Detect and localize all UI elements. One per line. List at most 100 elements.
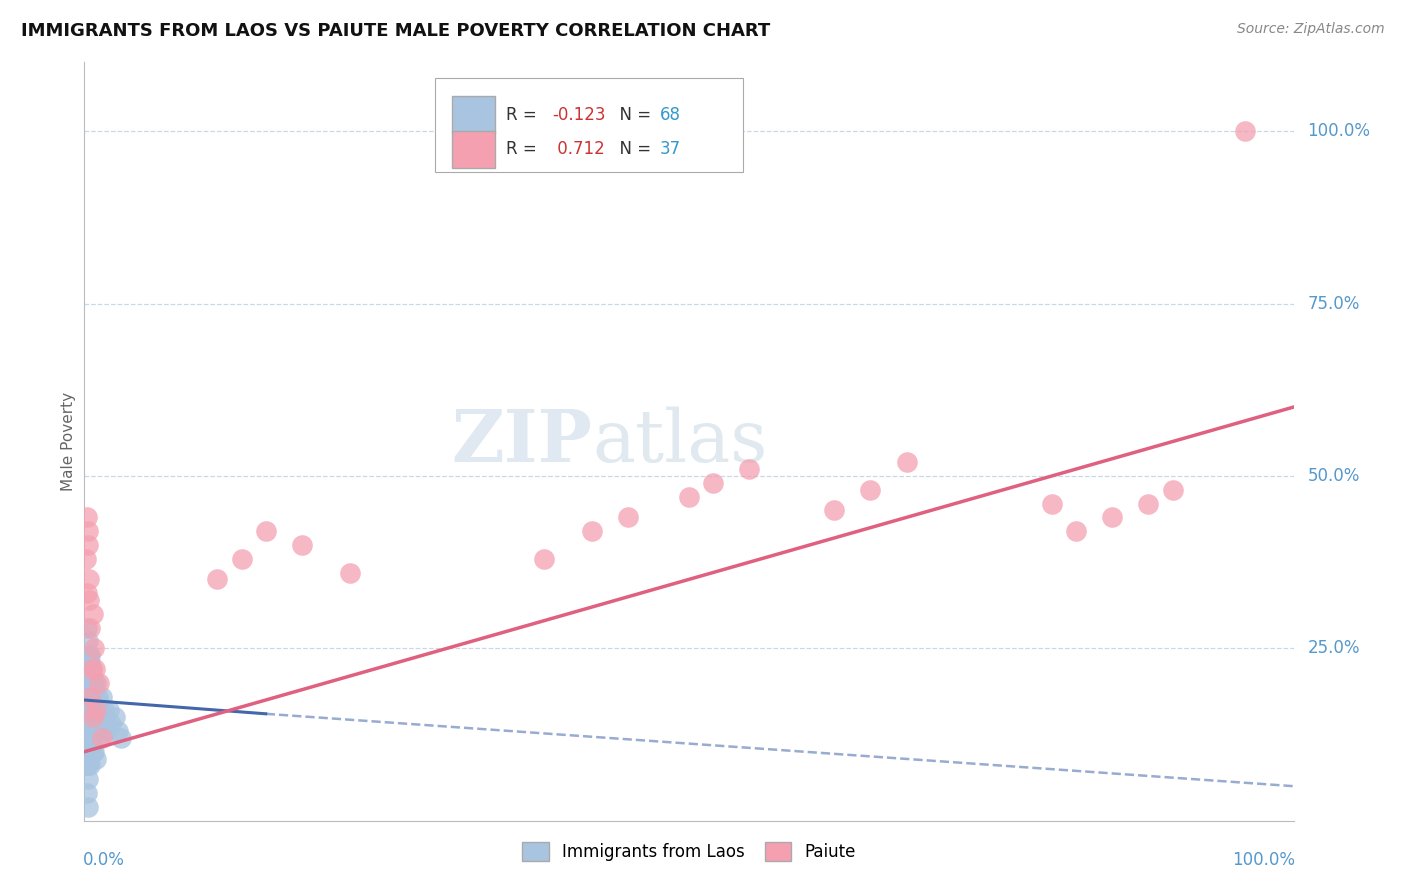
- Point: [77, 573, 100, 587]
- Text: N =: N =: [609, 105, 657, 123]
- Point: [94, 710, 117, 724]
- Point: [76, 731, 98, 745]
- Point: [83, 641, 105, 656]
- Point: [104, 710, 127, 724]
- Point: [86, 675, 108, 690]
- Point: [83, 703, 105, 717]
- Point: [77, 682, 100, 697]
- Point: [1101, 510, 1123, 524]
- Text: N =: N =: [609, 140, 657, 159]
- Point: [80, 738, 103, 752]
- Point: [87, 697, 110, 711]
- Point: [75, 690, 97, 704]
- Legend: Immigrants from Laos, Paiute: Immigrants from Laos, Paiute: [513, 833, 865, 869]
- Point: [80, 690, 103, 704]
- Text: 75.0%: 75.0%: [1308, 294, 1360, 313]
- Point: [79, 758, 101, 772]
- Text: ZIP: ZIP: [451, 406, 592, 477]
- Point: [86, 697, 108, 711]
- Point: [1234, 124, 1257, 138]
- Point: [77, 634, 100, 648]
- Point: [90, 710, 112, 724]
- Point: [86, 751, 108, 765]
- Point: [254, 524, 277, 538]
- Point: [82, 710, 104, 724]
- Point: [79, 690, 101, 704]
- Text: atlas: atlas: [592, 406, 768, 477]
- Point: [89, 731, 111, 745]
- Text: 0.712: 0.712: [553, 140, 605, 159]
- Point: [82, 607, 104, 621]
- Point: [79, 675, 101, 690]
- Point: [86, 724, 108, 739]
- Point: [77, 772, 100, 787]
- Point: [107, 724, 129, 739]
- Point: [84, 717, 107, 731]
- Point: [617, 510, 640, 524]
- Text: 25.0%: 25.0%: [1308, 640, 1360, 657]
- Point: [77, 800, 100, 814]
- Point: [84, 690, 107, 704]
- Point: [75, 551, 97, 566]
- Point: [77, 524, 100, 538]
- Text: Source: ZipAtlas.com: Source: ZipAtlas.com: [1237, 22, 1385, 37]
- Point: [82, 697, 104, 711]
- Point: [76, 621, 98, 635]
- Point: [82, 717, 104, 731]
- Point: [76, 703, 98, 717]
- Text: IMMIGRANTS FROM LAOS VS PAIUTE MALE POVERTY CORRELATION CHART: IMMIGRANTS FROM LAOS VS PAIUTE MALE POVE…: [21, 22, 770, 40]
- Point: [96, 717, 118, 731]
- Point: [77, 731, 100, 745]
- Point: [291, 538, 314, 552]
- Point: [76, 758, 98, 772]
- Y-axis label: Male Poverty: Male Poverty: [60, 392, 76, 491]
- Point: [80, 662, 103, 676]
- Point: [859, 483, 882, 497]
- Text: 68: 68: [659, 105, 681, 123]
- Point: [896, 455, 918, 469]
- Point: [93, 703, 115, 717]
- Point: [83, 724, 105, 739]
- FancyBboxPatch shape: [451, 131, 495, 168]
- Point: [581, 524, 603, 538]
- Point: [77, 538, 100, 552]
- Text: 50.0%: 50.0%: [1308, 467, 1360, 485]
- Point: [97, 703, 120, 717]
- Text: R =: R =: [506, 140, 543, 159]
- Point: [80, 662, 103, 676]
- Point: [533, 551, 555, 566]
- Point: [91, 717, 114, 731]
- Point: [80, 710, 103, 724]
- Point: [79, 655, 101, 669]
- Point: [77, 593, 100, 607]
- Point: [79, 697, 101, 711]
- Point: [82, 745, 104, 759]
- Point: [86, 710, 108, 724]
- Point: [1137, 497, 1160, 511]
- Point: [738, 462, 761, 476]
- Point: [87, 724, 110, 739]
- Point: [77, 724, 100, 739]
- Point: [79, 717, 101, 731]
- Point: [1161, 483, 1184, 497]
- Text: 37: 37: [659, 140, 681, 159]
- Point: [83, 745, 105, 759]
- Text: -0.123: -0.123: [553, 105, 606, 123]
- Point: [702, 475, 724, 490]
- Point: [77, 745, 100, 759]
- Point: [231, 551, 253, 566]
- Point: [84, 662, 107, 676]
- Text: R =: R =: [506, 105, 543, 123]
- Point: [110, 731, 132, 745]
- Point: [77, 751, 100, 765]
- Text: 100.0%: 100.0%: [1308, 122, 1371, 140]
- Text: 0.0%: 0.0%: [83, 851, 125, 869]
- Point: [77, 710, 100, 724]
- Point: [80, 669, 103, 683]
- Point: [75, 717, 97, 731]
- Point: [77, 662, 100, 676]
- Point: [76, 786, 98, 800]
- FancyBboxPatch shape: [451, 96, 495, 133]
- Point: [339, 566, 361, 580]
- Point: [77, 758, 100, 772]
